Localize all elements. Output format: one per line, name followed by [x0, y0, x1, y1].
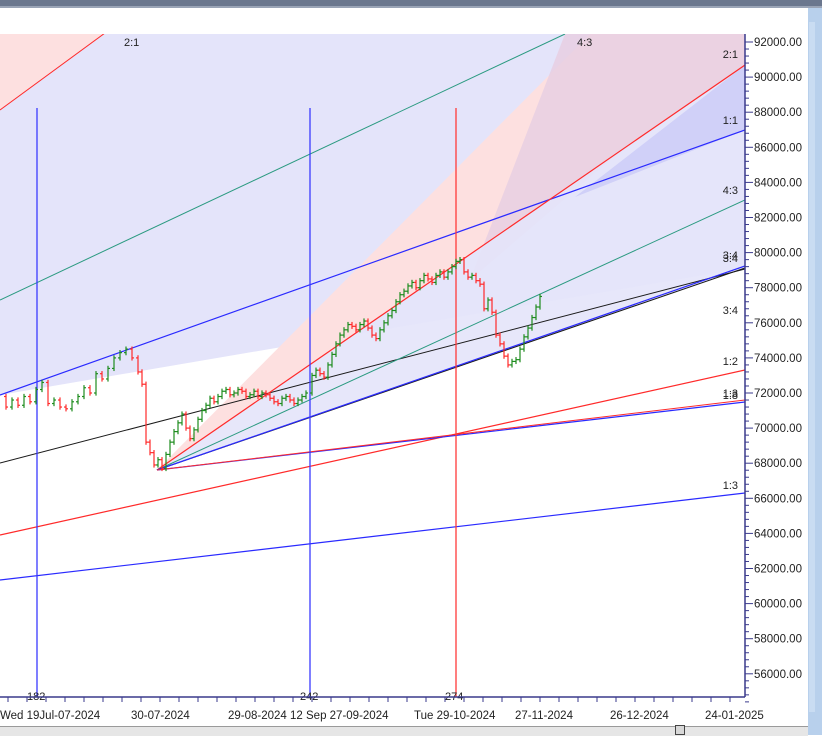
y-tick-label: 86000.00 [754, 142, 802, 154]
y-tick-label: 66000.00 [754, 493, 802, 505]
horizontal-scrollbar[interactable] [0, 726, 808, 736]
y-tick-label: 88000.00 [754, 107, 802, 119]
gann-fan-chart[interactable]: 2:1 4:3 2:1 1:1 4:3 3:4 3:4 3:4 1:2 1:8 … [0, 8, 808, 735]
ratio-label: 3:4 [723, 305, 738, 317]
y-tick-label: 68000.00 [754, 458, 802, 470]
y-tick-label: 60000.00 [754, 599, 802, 611]
fan-band-dark [575, 65, 745, 197]
title-bar-shadow [0, 6, 822, 8]
window-title-bar [0, 0, 822, 6]
y-tick-label: 70000.00 [754, 423, 802, 435]
ratio-label: 3:4 [723, 250, 738, 262]
x-tick-label: 26-12-2024 [610, 710, 669, 722]
horizontal-scrollbar-thumb[interactable] [675, 725, 685, 735]
x-axis[interactable]: Wed 19Jul-07-2024 30-07-2024 29-08-2024 … [0, 696, 764, 722]
y-tick-label: 92000.00 [754, 37, 802, 49]
y-tick-label: 78000.00 [754, 283, 802, 295]
x-tick-label: 30-07-2024 [131, 710, 190, 722]
ratio-label: 4:3 [723, 185, 738, 197]
y-tick-label: 62000.00 [754, 564, 802, 576]
ratio-label: 1:3 [723, 388, 738, 400]
ratio-label: 1:8 [723, 390, 738, 402]
fan-ratio-labels: 2:1 1:1 4:3 3:4 3:4 3:4 1:2 1:8 1:3 1:3 [723, 49, 738, 492]
y-tick-label: 80000.00 [754, 248, 802, 260]
vertical-scrollbar-thumb[interactable] [809, 22, 815, 712]
chart-panel[interactable]: 2:1 4:3 2:1 1:1 4:3 3:4 3:4 3:4 1:2 1:8 … [0, 8, 808, 735]
ohlc-bars [4, 256, 542, 472]
ratio-label: 1:2 [723, 356, 738, 368]
label-2-1-top: 2:1 [124, 37, 139, 49]
x-tick-label: 29-08-2024 12 Sep 27-09-2024 [228, 710, 389, 722]
ratio-label: 2:1 [723, 49, 738, 61]
plot-area [0, 34, 745, 697]
y-axis[interactable]: 92000.00 90000.00 88000.00 86000.00 84000.00… [744, 34, 802, 703]
x-tick-label: Wed 19Jul-07-2024 [0, 710, 101, 722]
y-tick-label: 56000.00 [754, 669, 802, 681]
y-tick-label: 64000.00 [754, 528, 802, 540]
y-tick-label: 84000.00 [754, 177, 802, 189]
y-tick-label: 74000.00 [754, 353, 802, 365]
y-tick-label: 76000.00 [754, 318, 802, 330]
label-4-3-top: 4:3 [577, 37, 592, 49]
y-tick-label: 90000.00 [754, 72, 802, 84]
x-tick-label: 24-01-2025 [705, 710, 764, 722]
x-tick-label: 27-11-2024 [515, 710, 574, 722]
ratio-label: 3:4 [723, 253, 738, 265]
ratio-label: 1:3 [723, 480, 738, 492]
x-tick-label: Tue 29-10-2024 [414, 710, 496, 722]
y-tick-label: 72000.00 [754, 388, 802, 400]
y-tick-label: 58000.00 [754, 634, 802, 646]
ratio-label: 1:1 [723, 115, 738, 127]
y-tick-label: 82000.00 [754, 213, 802, 225]
